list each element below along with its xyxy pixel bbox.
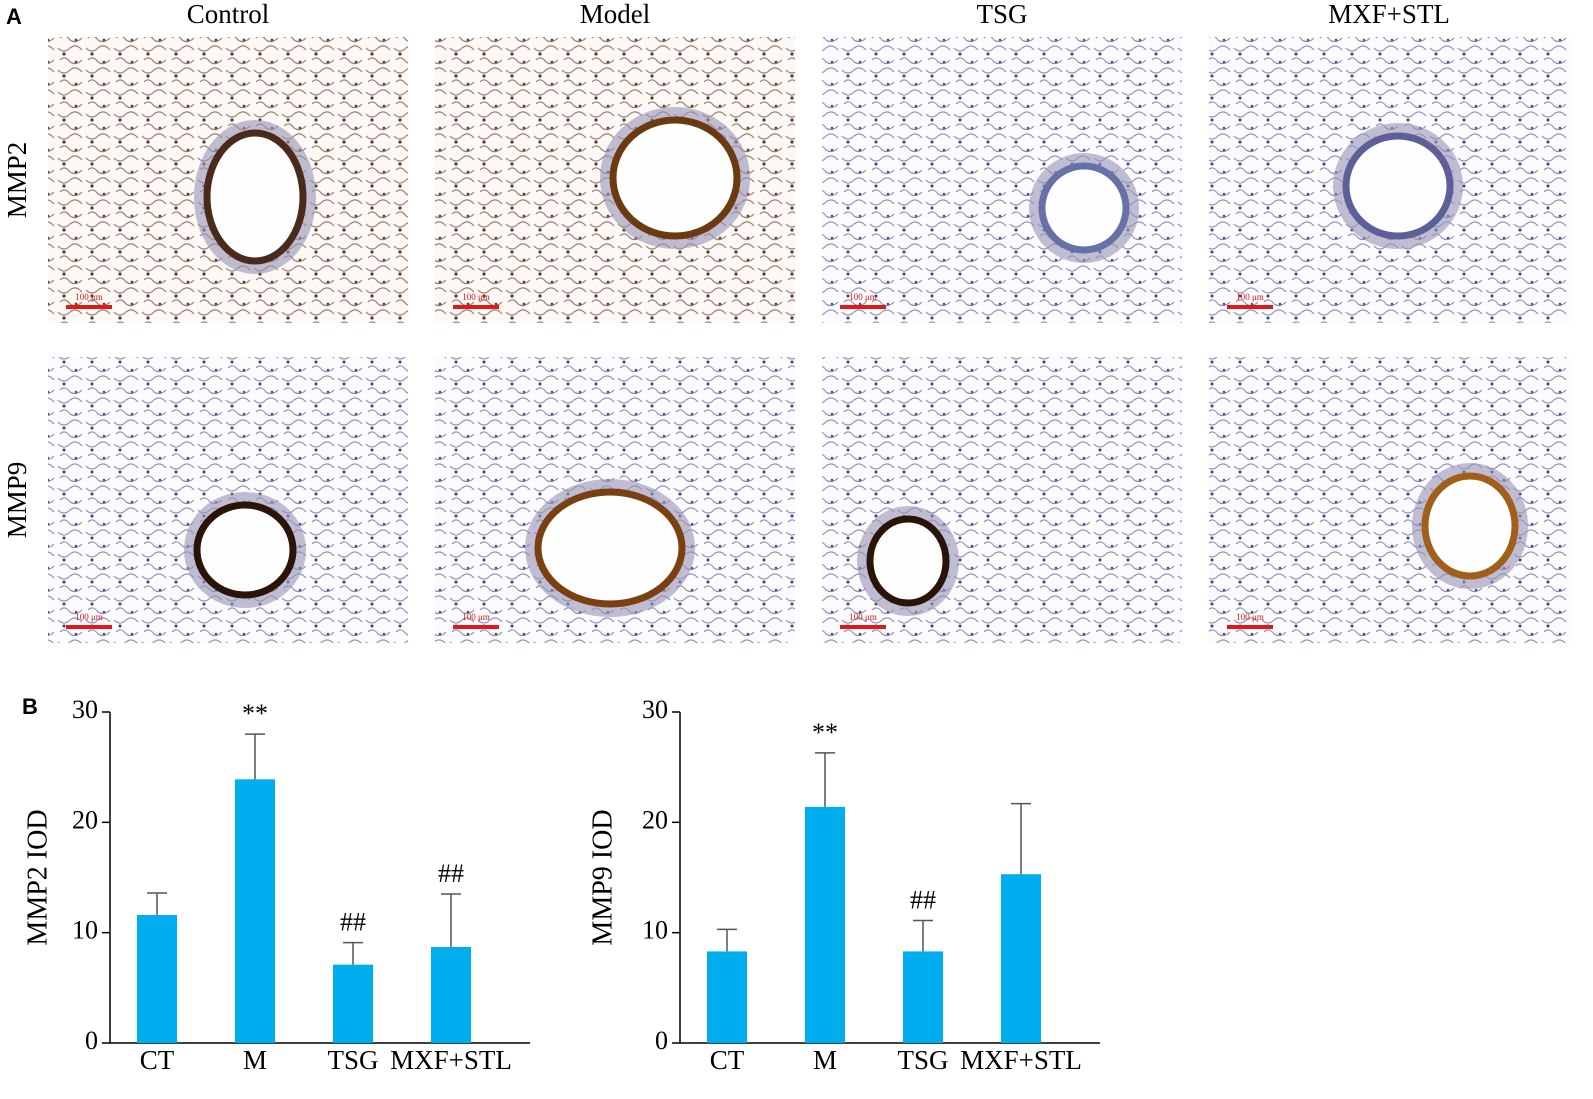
x-tick-label: M: [243, 1045, 267, 1075]
scale-bar-label: 100 μm: [1236, 292, 1264, 302]
error-bar: [343, 941, 363, 965]
airway: [1029, 153, 1139, 263]
x-tick-label: TSG: [327, 1045, 378, 1075]
y-tick-label: 30: [72, 695, 98, 724]
airway: [600, 107, 750, 249]
bar: [707, 951, 747, 1043]
airway: [194, 120, 316, 274]
micrograph: 100 μm: [48, 37, 408, 323]
x-tick-label: MXF+STL: [960, 1045, 1082, 1075]
micrograph: 100 μm: [435, 37, 795, 323]
column-header: MXF+STL: [1328, 0, 1450, 29]
column-header: Control: [187, 0, 270, 29]
airway: [203, 129, 307, 265]
significance-label: ##: [438, 859, 464, 888]
y-tick-label: 10: [642, 916, 668, 945]
scale-bar-label: 100 μm: [75, 612, 103, 622]
airway: [609, 116, 741, 240]
airway: [1421, 472, 1519, 580]
x-tick-label: TSG: [897, 1045, 948, 1075]
airway: [1333, 123, 1463, 249]
bar: [333, 964, 373, 1043]
error-bar: [815, 752, 835, 807]
y-axis-title: MMP9 IOD: [587, 809, 618, 945]
row-label: MMP2: [2, 142, 32, 219]
column-header: Model: [580, 0, 651, 29]
column-header: TSG: [976, 0, 1027, 29]
bar: [805, 806, 845, 1043]
airway: [1342, 132, 1454, 240]
y-tick-label: 20: [642, 805, 668, 834]
row-label: MMP9: [2, 462, 32, 539]
y-tick-label: 30: [642, 695, 668, 724]
airway: [857, 506, 959, 616]
significance-label: **: [242, 699, 268, 728]
airway: [534, 488, 686, 608]
error-bar: [913, 919, 933, 952]
y-tick-label: 0: [85, 1026, 98, 1055]
bar: [1001, 874, 1041, 1043]
x-tick-label: CT: [710, 1045, 745, 1075]
bar: [431, 947, 471, 1043]
micrograph: 100 μm: [1209, 37, 1569, 323]
y-tick-label: 20: [72, 805, 98, 834]
airway: [193, 501, 297, 599]
x-tick-label: CT: [140, 1045, 175, 1075]
error-bar: [1011, 802, 1031, 875]
panel-label: A: [6, 4, 22, 29]
micrograph: 100 μm: [822, 357, 1182, 643]
significance-label: ##: [910, 885, 936, 914]
airway: [866, 515, 950, 607]
airway: [1412, 463, 1528, 589]
error-bar: [147, 892, 167, 916]
micrograph: 100 μm: [822, 37, 1182, 323]
error-bar: [717, 928, 737, 952]
bar: [903, 951, 943, 1043]
micrograph: 100 μm: [1209, 357, 1569, 643]
scale-bar-label: 100 μm: [1236, 612, 1264, 622]
scale-bar-label: 100 μm: [462, 292, 490, 302]
airway: [184, 492, 306, 608]
scale-bar-label: 100 μm: [462, 612, 490, 622]
micrograph: 100 μm: [48, 357, 408, 643]
airway: [1038, 162, 1130, 254]
panel-label: B: [22, 694, 38, 719]
bar: [137, 915, 177, 1043]
significance-label: **: [812, 718, 838, 747]
micrograph: 100 μm: [435, 357, 795, 643]
scale-bar-label: 100 μm: [849, 292, 877, 302]
y-axis-title: MMP2 IOD: [22, 809, 53, 945]
x-tick-label: MXF+STL: [390, 1045, 512, 1075]
y-tick-label: 0: [655, 1026, 668, 1055]
scale-bar-label: 100 μm: [849, 612, 877, 622]
scale-bar-label: 100 μm: [75, 292, 103, 302]
error-bar: [441, 893, 461, 948]
significance-label: ##: [340, 908, 366, 937]
x-tick-label: M: [813, 1045, 837, 1075]
y-tick-label: 10: [72, 916, 98, 945]
error-bar: [245, 733, 265, 780]
bar: [235, 779, 275, 1043]
airway: [525, 479, 695, 617]
